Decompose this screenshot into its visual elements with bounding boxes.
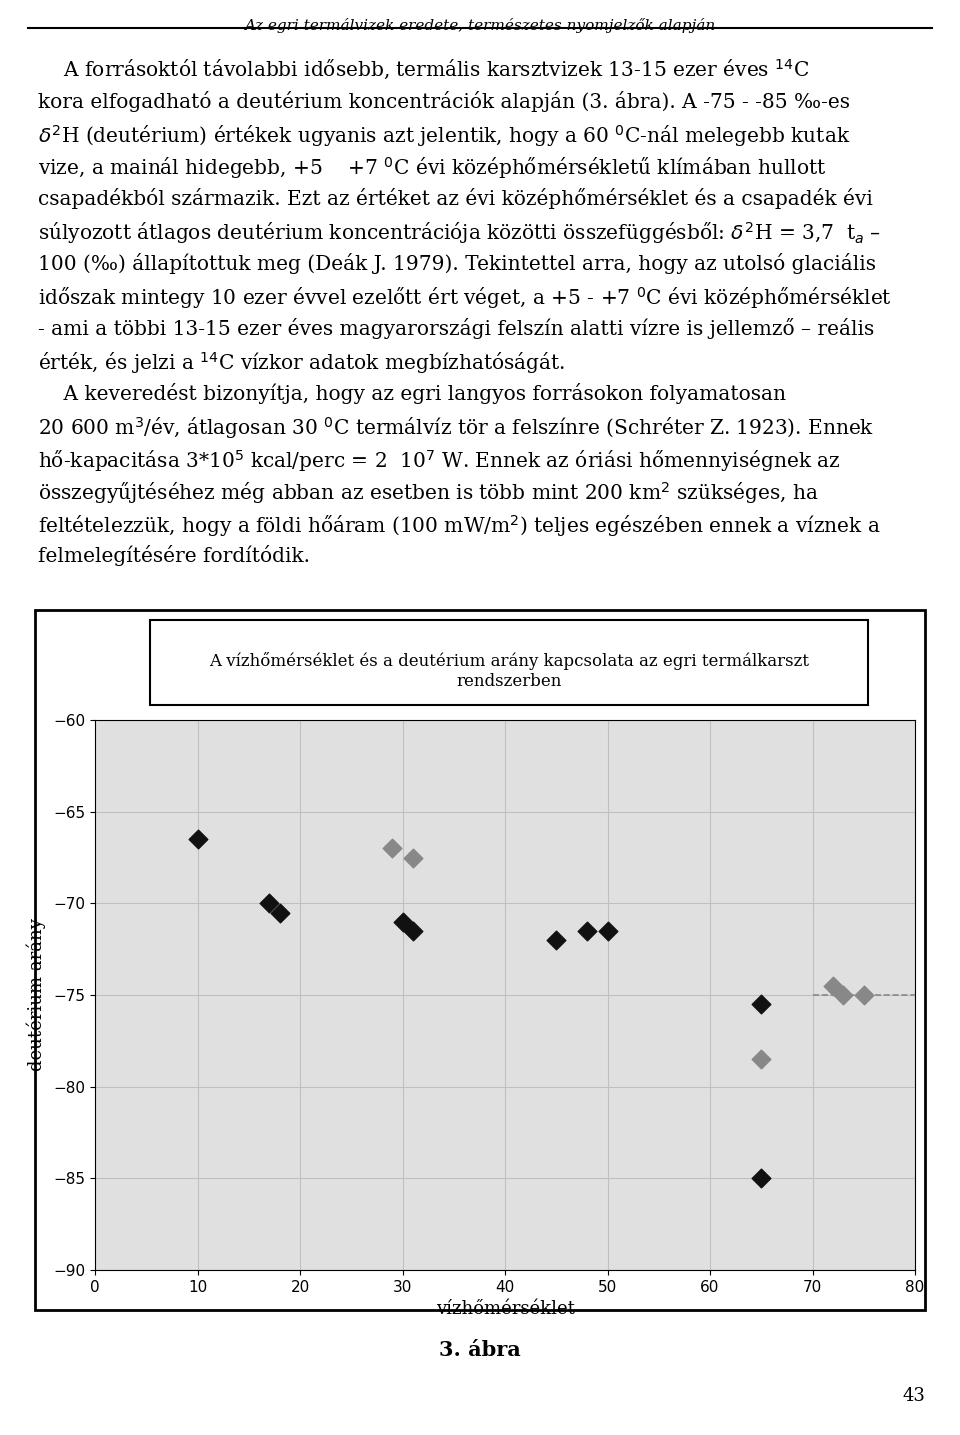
Point — [405, 847, 420, 870]
Text: 100 (‰) állapítottuk meg (Deák J. 1979). Tekintettel arra, hogy az utolsó glaciá: 100 (‰) állapítottuk meg (Deák J. 1979).… — [38, 253, 876, 274]
Text: A keveredést bizonyítja, hogy az egri langyos forrásokon folyamatosan: A keveredést bizonyítja, hogy az egri la… — [38, 383, 786, 405]
Point — [190, 828, 205, 851]
Text: Az egri termálvizek eredete, természetes nyomjelzők alapján: Az egri termálvizek eredete, természetes… — [245, 19, 715, 33]
Point — [754, 1048, 769, 1071]
Text: érték, és jelzi a $^{14}$C vízkor adatok megbízhatóságát.: érték, és jelzi a $^{14}$C vízkor adatok… — [38, 350, 565, 376]
Point — [385, 837, 400, 860]
X-axis label: vízhőmérséklet: vízhőmérséklet — [436, 1300, 574, 1319]
Point — [754, 993, 769, 1016]
Text: súlyozott átlagos deutérium koncentrációja közötti összefüggésből: $\delta^{2}$H: súlyozott átlagos deutérium koncentráció… — [38, 221, 881, 247]
Text: A vízhőmérséklet és a deutérium arány kapcsolata az egri termálkarszt: A vízhőmérséklet és a deutérium arány ka… — [209, 653, 809, 670]
Text: felmelegítésére fordítódik.: felmelegítésére fordítódik. — [38, 545, 310, 567]
Point — [261, 893, 276, 916]
Point — [754, 1167, 769, 1190]
Text: 20 600 m$^{3}$/év, átlagosan 30 $^{0}$C termálvíz tör a felszínre (Schréter Z. 1: 20 600 m$^{3}$/év, átlagosan 30 $^{0}$C … — [38, 416, 875, 442]
Text: vize, a mainál hidegebb, +5    +7 $^{0}$C évi középhőmérsékletű klímában hullott: vize, a mainál hidegebb, +5 +7 $^{0}$C é… — [38, 155, 827, 181]
Text: összegyűjtéséhez még abban az esetben is több mint 200 km$^{2}$ szükséges, ha: összegyűjtéséhez még abban az esetben is… — [38, 481, 819, 507]
Text: 3. ábra: 3. ábra — [439, 1340, 521, 1360]
Point — [405, 920, 420, 943]
Text: rendszerben: rendszerben — [456, 673, 562, 689]
Point — [826, 974, 841, 997]
Bar — [35, 610, 925, 1310]
Point — [600, 920, 615, 943]
Y-axis label: deutérium arány: deutérium arány — [27, 918, 46, 1072]
Text: hő-kapacitása 3*10$^{5}$ kcal/perc = 2  10$^{7}$ W. Ennek az óriási hőmennyiségn: hő-kapacitása 3*10$^{5}$ kcal/perc = 2 1… — [38, 448, 841, 474]
Text: A forrásoktól távolabbi idősebb, termális karsztvizek 13-15 ezer éves $^{14}$C: A forrásoktól távolabbi idősebb, termáli… — [38, 57, 809, 82]
Text: - ami a többi 13-15 ezer éves magyarországi felszín alatti vízre is jellemző – r: - ami a többi 13-15 ezer éves magyarorsz… — [38, 319, 875, 339]
Point — [548, 928, 564, 951]
Text: $\delta^{2}$H (deutérium) értékek ugyanis azt jelentik, hogy a 60 $^{0}$C-nál me: $\delta^{2}$H (deutérium) értékek ugyani… — [38, 123, 851, 149]
Text: csapadékból származik. Ezt az értéket az évi középhőmérséklet és a csapadék évi: csapadékból származik. Ezt az értéket az… — [38, 188, 873, 210]
Point — [835, 983, 851, 1006]
Point — [856, 983, 872, 1006]
Text: feltételezzük, hogy a földi hőáram (100 mW/m$^{2}$) teljes egészében ennek a víz: feltételezzük, hogy a földi hőáram (100 … — [38, 512, 880, 540]
Point — [579, 920, 594, 943]
Text: időszak mintegy 10 ezer évvel ezelőtt ért véget, a +5 - +7 $^{0}$C évi középhőmé: időszak mintegy 10 ezer évvel ezelőtt ér… — [38, 286, 892, 311]
Point — [272, 901, 287, 924]
Bar — [150, 620, 868, 705]
Text: 43: 43 — [902, 1388, 925, 1405]
Point — [395, 910, 410, 933]
Text: kora elfogadható a deutérium koncentrációk alapján (3. ábra). A -75 - -85 ‰-es: kora elfogadható a deutérium koncentráci… — [38, 90, 850, 112]
